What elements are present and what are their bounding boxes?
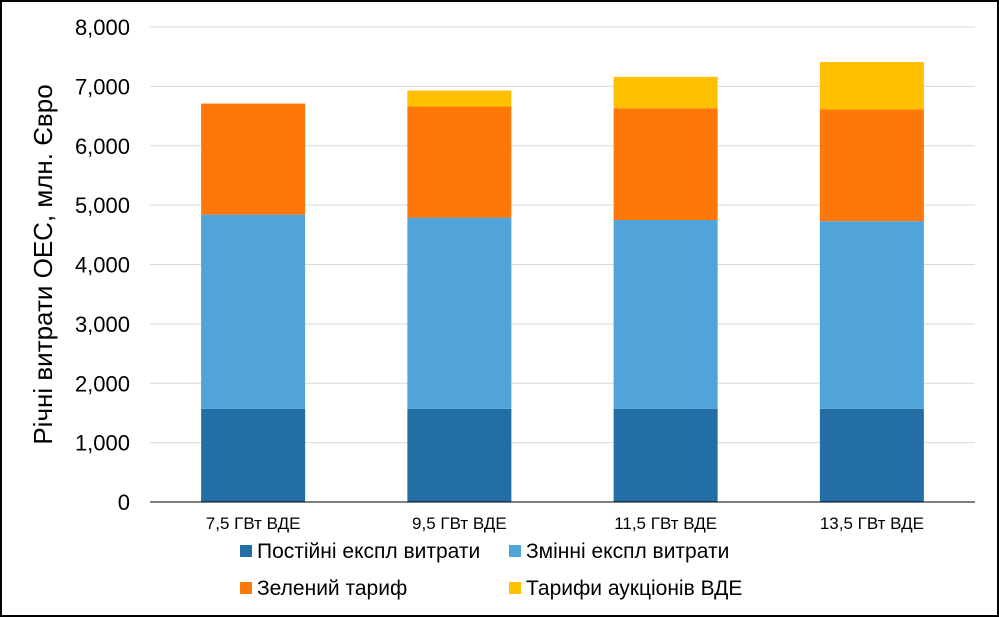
y-tick-label: 8,000 bbox=[75, 15, 130, 40]
bar-segment bbox=[819, 408, 924, 502]
bars bbox=[201, 62, 924, 502]
y-axis-ticks: 0 1,000 2,000 3,000 4,000 5,000 6,000 7,000 8,00… bbox=[75, 15, 130, 515]
legend-label: Постійні експл витрати bbox=[257, 540, 480, 563]
bar-segment bbox=[407, 408, 512, 502]
y-tick-label: 4,000 bbox=[75, 253, 130, 278]
legend-label: Тарифи аукціонів ВДЕ bbox=[526, 577, 742, 600]
y-tick-label: 6,000 bbox=[75, 134, 130, 159]
legend-label: Зелений тариф bbox=[257, 577, 407, 600]
x-tick-label: 7,5 ГВт ВДЕ bbox=[206, 514, 301, 533]
bar-segment bbox=[613, 108, 718, 220]
legend-label: Змінні експл витрати bbox=[526, 540, 729, 563]
y-tick-label: 5,000 bbox=[75, 193, 130, 218]
bar-segment bbox=[819, 62, 924, 110]
bar-segment bbox=[819, 109, 924, 222]
y-tick-label: 1,000 bbox=[75, 431, 130, 456]
y-tick-label: 0 bbox=[118, 490, 130, 515]
x-axis-ticks: 7,5 ГВт ВДЕ 9,5 ГВт ВДЕ 11,5 ГВт ВДЕ 13,5 Г… bbox=[206, 514, 924, 533]
y-axis-label: Річні витрати ОЕС, млн. Євро bbox=[28, 84, 58, 444]
bar-segment bbox=[407, 217, 512, 409]
legend-swatch bbox=[240, 582, 252, 594]
x-tick-label: 9,5 ГВт ВДЕ bbox=[412, 514, 507, 533]
bar-segment bbox=[201, 214, 306, 409]
bar-segment bbox=[819, 221, 924, 409]
legend-swatch bbox=[509, 582, 521, 594]
bar-segment bbox=[201, 103, 306, 215]
x-tick-label: 13,5 ГВт ВДЕ bbox=[820, 514, 924, 533]
legend-swatch bbox=[509, 545, 521, 557]
bar-segment bbox=[201, 408, 306, 502]
x-tick-label: 11,5 ГВт ВДЕ bbox=[614, 514, 717, 533]
y-tick-label: 7,000 bbox=[75, 74, 130, 99]
bar-segment bbox=[407, 90, 512, 107]
bar-segment bbox=[407, 106, 512, 218]
legend: Постійні експл витрати Змінні експл витра… bbox=[240, 540, 742, 600]
bar-segment bbox=[613, 408, 718, 502]
bar-segment bbox=[613, 219, 718, 409]
bar-segment bbox=[613, 76, 718, 109]
y-tick-label: 3,000 bbox=[75, 312, 130, 337]
y-tick-label: 2,000 bbox=[75, 371, 130, 396]
legend-swatch bbox=[240, 545, 252, 557]
